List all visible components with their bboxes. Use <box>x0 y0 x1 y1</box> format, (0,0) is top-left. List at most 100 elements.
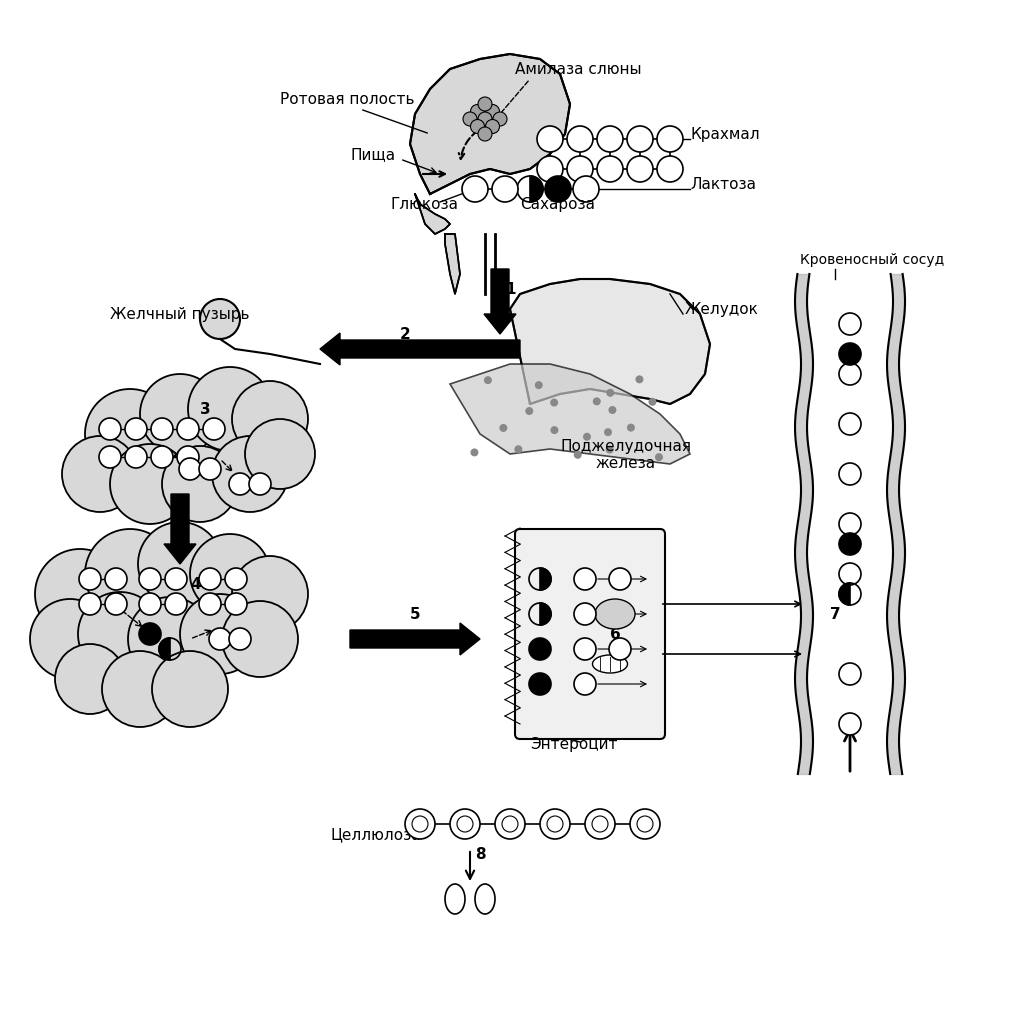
Circle shape <box>585 809 615 839</box>
Circle shape <box>190 534 270 614</box>
Circle shape <box>495 809 525 839</box>
Text: Поджелудочная
железа: Поджелудочная железа <box>560 439 691 471</box>
Polygon shape <box>530 176 543 202</box>
Circle shape <box>573 176 599 202</box>
Text: 1: 1 <box>505 282 516 297</box>
Circle shape <box>99 446 121 468</box>
Circle shape <box>630 809 660 839</box>
Circle shape <box>229 473 251 495</box>
Circle shape <box>627 156 653 182</box>
Circle shape <box>478 97 492 111</box>
Circle shape <box>839 534 861 555</box>
Circle shape <box>110 444 190 524</box>
Circle shape <box>128 597 212 681</box>
FancyBboxPatch shape <box>515 529 665 739</box>
Circle shape <box>151 446 173 468</box>
Circle shape <box>105 568 127 590</box>
Circle shape <box>484 376 492 384</box>
Ellipse shape <box>593 655 627 673</box>
Text: Ротовая полость: Ротовая полость <box>280 92 415 106</box>
Circle shape <box>592 816 608 831</box>
Circle shape <box>139 623 161 645</box>
Circle shape <box>537 126 563 152</box>
Text: 6: 6 <box>610 627 620 642</box>
Circle shape <box>486 104 499 119</box>
FancyArrow shape <box>350 623 480 655</box>
Circle shape <box>203 418 225 440</box>
Circle shape <box>165 568 187 590</box>
Circle shape <box>626 424 635 431</box>
FancyArrow shape <box>164 494 196 564</box>
Circle shape <box>232 381 308 457</box>
Circle shape <box>515 445 523 454</box>
Circle shape <box>529 638 551 660</box>
Circle shape <box>450 809 480 839</box>
Circle shape <box>574 568 596 590</box>
Circle shape <box>162 446 238 522</box>
Circle shape <box>85 529 175 618</box>
Circle shape <box>839 713 861 735</box>
Circle shape <box>637 816 653 831</box>
Circle shape <box>636 376 644 383</box>
Circle shape <box>177 418 199 440</box>
Text: Целлюлоза: Целлюлоза <box>330 827 421 842</box>
Circle shape <box>232 556 308 632</box>
Text: 3: 3 <box>200 402 211 417</box>
Circle shape <box>222 601 298 677</box>
Circle shape <box>125 446 147 468</box>
Polygon shape <box>410 54 570 194</box>
Circle shape <box>593 397 601 406</box>
Circle shape <box>140 374 220 454</box>
Circle shape <box>609 568 631 590</box>
Polygon shape <box>445 234 460 294</box>
Circle shape <box>608 407 616 414</box>
FancyArrow shape <box>320 333 520 365</box>
Circle shape <box>210 628 231 650</box>
Text: 5: 5 <box>410 607 421 622</box>
Text: Глюкоза: Глюкоза <box>390 197 458 212</box>
Circle shape <box>102 651 178 727</box>
Circle shape <box>152 651 228 727</box>
Circle shape <box>478 112 492 126</box>
Circle shape <box>199 593 221 615</box>
Circle shape <box>839 413 861 435</box>
Circle shape <box>200 299 240 339</box>
Circle shape <box>574 451 581 459</box>
Circle shape <box>229 628 251 650</box>
Polygon shape <box>450 364 690 464</box>
Circle shape <box>62 436 138 512</box>
Circle shape <box>405 809 435 839</box>
Text: 7: 7 <box>830 607 841 622</box>
Text: Лактоза: Лактоза <box>690 177 756 193</box>
Polygon shape <box>510 279 710 404</box>
Circle shape <box>550 426 559 434</box>
Circle shape <box>657 126 683 152</box>
Circle shape <box>138 522 222 606</box>
Circle shape <box>839 343 861 365</box>
Circle shape <box>604 428 612 436</box>
Circle shape <box>245 419 315 489</box>
Circle shape <box>30 599 110 679</box>
Ellipse shape <box>595 599 635 629</box>
Text: Энтероцит: Энтероцит <box>530 737 617 752</box>
Text: Кровеносный сосуд: Кровеносный сосуд <box>800 253 944 267</box>
Circle shape <box>478 127 492 141</box>
Text: 8: 8 <box>476 847 486 862</box>
Ellipse shape <box>445 884 465 914</box>
Circle shape <box>499 424 507 432</box>
Circle shape <box>177 446 199 468</box>
Circle shape <box>225 593 248 615</box>
Text: Амилаза слюны: Амилаза слюны <box>515 62 642 77</box>
Text: 4: 4 <box>190 577 200 592</box>
Circle shape <box>839 362 861 385</box>
Circle shape <box>457 816 473 831</box>
Circle shape <box>537 156 563 182</box>
Circle shape <box>574 673 596 695</box>
Circle shape <box>78 592 162 676</box>
Circle shape <box>105 593 127 615</box>
Circle shape <box>188 367 272 451</box>
Circle shape <box>462 176 488 202</box>
Circle shape <box>545 176 571 202</box>
Circle shape <box>412 816 428 831</box>
Circle shape <box>597 126 623 152</box>
